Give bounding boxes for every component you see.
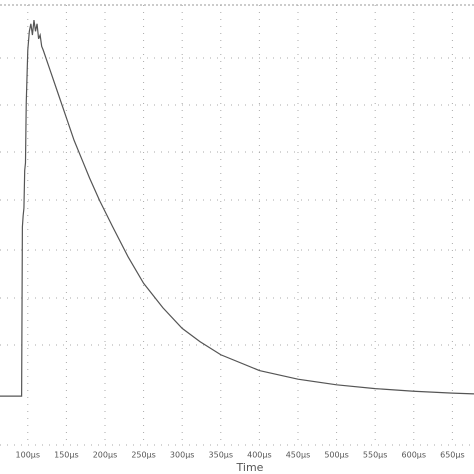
x-tick-label: 250μs [131,451,156,460]
x-tick-label: 200μs [93,451,118,460]
x-axis-label: Time [236,461,264,474]
x-tick-label: 450μs [286,451,311,460]
x-tick-label: 400μs [247,451,272,460]
x-tick-label: 500μs [324,451,349,460]
x-tick-label: 150μs [54,451,79,460]
x-tick-label: 300μs [170,451,195,460]
signal-line [0,19,474,397]
x-tick-label: 600μs [402,451,427,460]
h-grid [0,57,474,446]
x-tick-label: 100μs [16,451,41,460]
x-tick-label: 550μs [363,451,388,460]
x-tick-label: 350μs [209,451,234,460]
x-tick-label: 650μs [440,451,465,460]
